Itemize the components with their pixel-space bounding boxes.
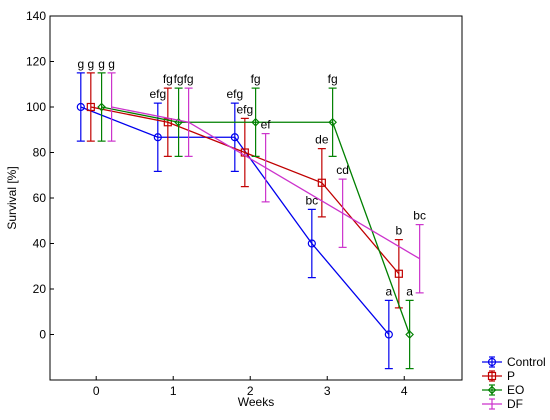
- legend-label: Control: [507, 355, 546, 369]
- square-marker: [317, 178, 326, 187]
- x-tick-label: 0: [93, 384, 100, 398]
- y-tick-label: 60: [33, 191, 47, 205]
- significance-label: fg: [328, 72, 338, 86]
- circle-marker: [307, 239, 316, 248]
- circle-marker: [230, 133, 239, 142]
- x-axis: 0 1 2 3 4: [93, 376, 408, 398]
- circle-marker: [487, 357, 497, 367]
- x-tick-label: 1: [170, 384, 177, 398]
- y-tick-label: 140: [26, 9, 46, 23]
- y-tick-label: 100: [26, 100, 46, 114]
- significance-label: bc: [413, 209, 426, 223]
- significance-label: fg: [251, 72, 261, 86]
- legend-label: EO: [507, 383, 524, 397]
- significance-label: a: [406, 284, 413, 298]
- y-axis: 0 20 40 60 80 100 120 140: [26, 9, 54, 342]
- y-tick-label: 20: [33, 282, 47, 296]
- x-tick-label: 2: [247, 384, 254, 398]
- significance-label: fg: [174, 72, 184, 86]
- legend-item-eo: EO: [482, 383, 524, 397]
- circle-marker: [153, 133, 162, 142]
- significance-label: efg: [236, 102, 253, 116]
- square-marker: [86, 102, 95, 112]
- significance-label: fg: [163, 72, 173, 86]
- significance-label: cd: [336, 163, 349, 177]
- square-marker: [394, 269, 403, 278]
- diamond-marker: [405, 330, 414, 339]
- significance-label: g: [87, 57, 94, 71]
- diamond-marker: [251, 117, 260, 127]
- significance-label: b: [396, 224, 403, 238]
- legend-label: P: [507, 369, 515, 383]
- legend-item-df: DF: [482, 397, 523, 411]
- legend-item-control: Control: [482, 355, 546, 369]
- diamond-marker: [328, 117, 337, 127]
- circle-marker: [76, 102, 85, 112]
- significance-label: g: [108, 57, 115, 71]
- significance-label: g: [98, 57, 105, 71]
- x-tick-label: 3: [324, 384, 331, 398]
- legend-item-p: P: [482, 369, 515, 383]
- square-marker: [487, 371, 497, 381]
- y-tick-label: 0: [39, 328, 46, 342]
- y-tick-label: 80: [33, 146, 47, 160]
- significance-label: efg: [149, 87, 166, 101]
- diamond-marker: [487, 385, 497, 395]
- y-tick-label: 120: [26, 55, 46, 69]
- x-tick-label: 4: [401, 384, 408, 398]
- significance-label: g: [77, 57, 84, 71]
- y-tick-label: 40: [33, 237, 47, 251]
- x-axis-title: Weeks: [238, 395, 274, 409]
- significance-label: de: [315, 133, 329, 147]
- significance-label: ef: [261, 118, 272, 132]
- significance-label: fg: [184, 72, 194, 86]
- legend-label: DF: [507, 397, 523, 411]
- significance-label: efg: [226, 87, 243, 101]
- significance-label: a: [385, 284, 392, 298]
- series-df: g fg ef cd bc: [107, 57, 426, 294]
- circle-marker: [384, 330, 393, 339]
- diamond-marker: [97, 102, 106, 112]
- y-axis-title: Survival [%]: [5, 166, 19, 229]
